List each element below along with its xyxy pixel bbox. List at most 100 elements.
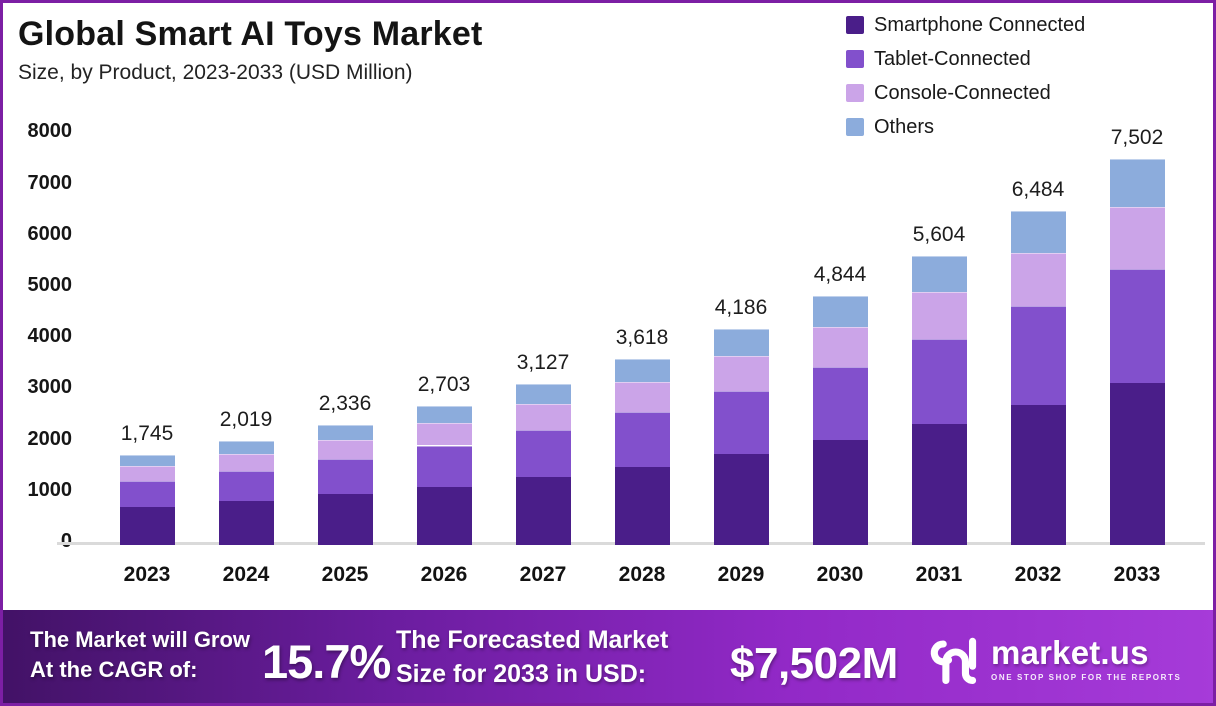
- bar-segment-others: [812, 295, 868, 327]
- bar-total-label: 6,484: [1011, 178, 1065, 202]
- bar-segment-others: [218, 441, 274, 454]
- brand-logo: market.us ONE STOP SHOP FOR THE REPORTS: [925, 636, 1181, 684]
- bar-segment-others: [911, 256, 967, 293]
- x-axis-category-label: 2025: [321, 563, 369, 586]
- bar-total-label: 4,844: [813, 262, 867, 286]
- bar-segment-console-connected: [614, 381, 670, 412]
- page-subtitle: Size, by Product, 2023-2033 (USD Million…: [18, 61, 413, 85]
- cagr-label-line1: The Market will Grow: [30, 627, 251, 652]
- bar-segment-others: [1109, 158, 1165, 207]
- bar-total-label: 1,745: [120, 422, 174, 446]
- bar-segment-others: [614, 358, 670, 382]
- legend-item-others: Others: [846, 110, 1085, 144]
- bar-total-label: 4,186: [714, 296, 768, 320]
- x-axis-category-label: 2024: [222, 563, 270, 586]
- bar-segment-tablet-connected: [812, 366, 868, 441]
- x-axis-category-label: 2030: [816, 563, 864, 586]
- legend-swatch: [846, 84, 864, 102]
- brand-text: market.us ONE STOP SHOP FOR THE REPORTS: [991, 636, 1181, 682]
- bar-segment-tablet-connected: [119, 480, 175, 508]
- legend-item-label: Others: [874, 115, 935, 138]
- bar-segment-others: [317, 424, 373, 440]
- y-axis-tick-label: 0: [60, 530, 72, 552]
- bar-segment-console-connected: [317, 439, 373, 459]
- bar-segment-tablet-connected: [1010, 306, 1066, 405]
- bar-segment-console-connected: [515, 404, 571, 430]
- bar-segment-console-connected: [218, 453, 274, 471]
- bar-total-label: 7,502: [1110, 125, 1164, 149]
- bar-segment-smartphone-connected: [416, 486, 472, 545]
- bar-segment-smartphone-connected: [812, 440, 868, 545]
- legend-item-label: Console-Connected: [874, 81, 1051, 104]
- forecast-label: The Forecasted Market Size for 2033 in U…: [396, 623, 668, 691]
- forecast-label-line2: Size for 2033 in USD:: [396, 660, 647, 688]
- bar-segment-tablet-connected: [713, 390, 769, 455]
- page-title: Global Smart AI Toys Market: [18, 15, 483, 53]
- bar-segment-console-connected: [119, 466, 175, 481]
- bar-total-label: 5,604: [912, 223, 966, 247]
- bar-segment-smartphone-connected: [911, 423, 967, 545]
- y-axis-tick-label: 1000: [27, 478, 73, 501]
- bar-segment-smartphone-connected: [1010, 404, 1066, 545]
- bar-segment-others: [713, 329, 769, 357]
- bar-total-label: 2,019: [219, 408, 273, 432]
- bar-segment-smartphone-connected: [515, 477, 571, 545]
- cagr-value: 15.7%: [262, 635, 391, 688]
- bar-segment-tablet-connected: [317, 458, 373, 495]
- x-axis-category-label: 2028: [618, 563, 666, 586]
- x-axis-category-label: 2023: [123, 563, 171, 586]
- bar-total-label: 2,703: [417, 372, 471, 396]
- x-axis-category-label: 2027: [519, 563, 567, 586]
- legend-swatch: [846, 50, 864, 68]
- y-axis-tick-label: 5000: [27, 274, 73, 296]
- bar-segment-console-connected: [1010, 252, 1066, 307]
- chart-legend: Smartphone Connected Tablet-Connected Cons…: [846, 8, 1085, 144]
- bar-total-label: 2,336: [318, 391, 372, 415]
- bar-segment-console-connected: [416, 423, 472, 446]
- bar-segment-others: [416, 405, 472, 424]
- x-axis-category-label: 2029: [717, 563, 765, 586]
- forecast-label-line1: The Forecasted Market: [396, 626, 669, 654]
- legend-item-console-connected: Console-Connected: [846, 76, 1085, 110]
- bar-segment-others: [119, 455, 175, 467]
- x-axis-category-label: 2031: [915, 563, 963, 586]
- bar-segment-tablet-connected: [515, 429, 571, 478]
- brand-tagline: ONE STOP SHOP FOR THE REPORTS: [991, 673, 1182, 682]
- y-axis-tick-label: 6000: [27, 222, 73, 245]
- bar-segment-console-connected: [1109, 206, 1165, 269]
- legend-item-smartphone-connected: Smartphone Connected: [846, 8, 1085, 42]
- brand-name: market.us: [991, 634, 1149, 671]
- bar-segment-tablet-connected: [218, 470, 274, 502]
- y-axis-tick-label: 7000: [27, 171, 73, 194]
- bar-segment-smartphone-connected: [317, 494, 373, 545]
- legend-swatch: [846, 118, 864, 136]
- forecast-value: $7,502M: [730, 639, 898, 688]
- bar-segment-smartphone-connected: [119, 507, 175, 545]
- bar-segment-smartphone-connected: [218, 501, 274, 545]
- legend-item-label: Smartphone Connected: [874, 13, 1086, 36]
- bar-total-label: 3,127: [516, 350, 570, 374]
- y-axis-tick-label: 2000: [27, 427, 73, 450]
- x-axis-category-label: 2026: [420, 563, 468, 586]
- bar-segment-console-connected: [713, 356, 769, 391]
- bar-segment-others: [1010, 211, 1066, 253]
- footer-banner: The Market will Grow At the CAGR of: 15.…: [0, 610, 1216, 706]
- bar-total-label: 3,618: [615, 325, 669, 349]
- bar-segment-smartphone-connected: [614, 466, 670, 545]
- bar-segment-tablet-connected: [416, 445, 472, 487]
- y-axis-tick-label: 3000: [27, 376, 73, 399]
- cagr-label-line2: At the CAGR of:: [30, 656, 198, 682]
- bar-segment-smartphone-connected: [1109, 382, 1165, 545]
- bar-segment-console-connected: [812, 326, 868, 367]
- x-axis-category-label: 2033: [1113, 563, 1161, 586]
- legend-item-label: Tablet-Connected: [874, 47, 1031, 70]
- bar-segment-console-connected: [911, 292, 967, 339]
- x-axis-category-label: 2032: [1014, 563, 1062, 586]
- bar-segment-tablet-connected: [614, 411, 670, 467]
- marketus-logo-icon: [930, 637, 977, 684]
- legend-item-tablet-connected: Tablet-Connected: [846, 42, 1085, 76]
- bar-segment-tablet-connected: [911, 338, 967, 424]
- bar-segment-tablet-connected: [1109, 268, 1165, 383]
- legend-swatch: [846, 16, 864, 34]
